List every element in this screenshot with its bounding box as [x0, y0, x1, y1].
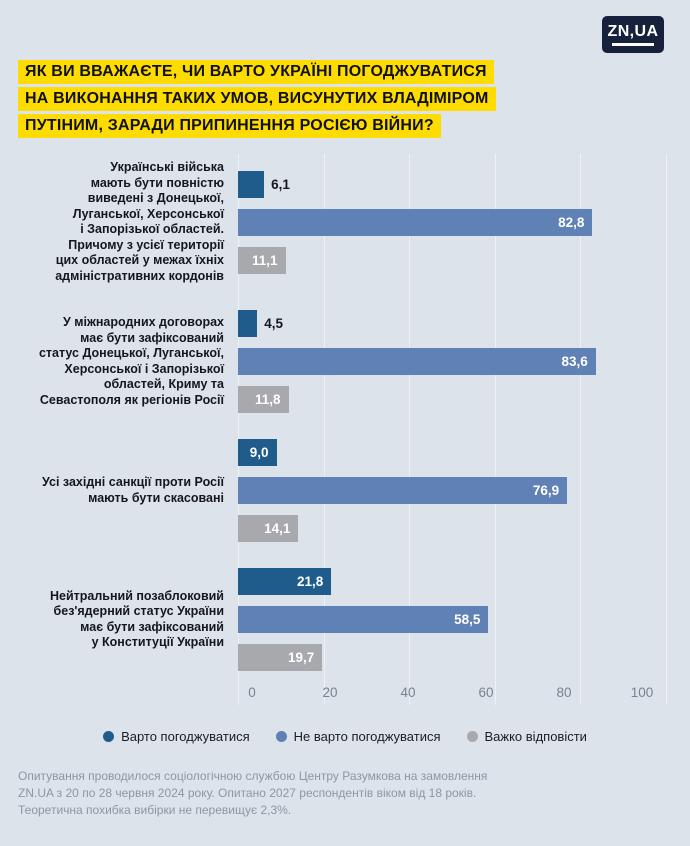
- legend-label: Важко відповісти: [484, 729, 587, 744]
- chart-groups: Українські війська мають бути повністю в…: [14, 160, 666, 671]
- chart-title-line: НА ВИКОНАННЯ ТАКИХ УМОВ, ВИСУНУТИХ ВЛАДІ…: [18, 87, 496, 111]
- chart-group: Усі західні санкції проти Росії мають бу…: [14, 439, 666, 542]
- bar-row: 83,6: [238, 348, 666, 375]
- group-bars: 4,5 83,6 11,8: [238, 310, 666, 413]
- bar-row: 9,0: [238, 439, 666, 466]
- legend-label: Не варто погоджуватися: [293, 729, 441, 744]
- group-bars: 21,8 58,5 19,7: [238, 568, 666, 671]
- x-axis-tick: 0: [248, 685, 256, 700]
- bar: 76,9: [238, 477, 568, 504]
- bar-value-label: 83,6: [561, 354, 588, 369]
- category-label: Українські війська мають бути повністю в…: [55, 160, 224, 283]
- bar-value-label: 6,1: [271, 176, 290, 192]
- bar-value-label: 21,8: [297, 574, 324, 589]
- chart-gridlines: [238, 154, 667, 705]
- bar-row: 58,5: [238, 606, 666, 633]
- bar-row: 76,9: [238, 477, 666, 504]
- bar-row: 21,8: [238, 568, 666, 595]
- bar: 9,0: [238, 439, 277, 466]
- bar-chart: Українські війська мають бути повністю в…: [14, 154, 667, 705]
- bar-row: 11,1: [238, 246, 666, 274]
- chart-legend: Варто погоджуватися Не варто погоджуватис…: [0, 729, 690, 744]
- zn-ua-logo: ZN,UA: [602, 16, 664, 53]
- bar-row: 19,7: [238, 644, 666, 671]
- legend-dot: [275, 731, 287, 742]
- gridline: [666, 154, 667, 705]
- bar-value-label: 82,8: [558, 214, 585, 230]
- chart-group: У міжнародних договорах має бути зафіксо…: [14, 310, 666, 413]
- x-axis-tick: 60: [478, 685, 494, 700]
- x-axis-tick: 20: [322, 685, 338, 700]
- bar-row: 4,5: [238, 310, 666, 337]
- x-axis-tick: 100: [630, 685, 654, 700]
- gridline: [409, 154, 411, 705]
- bar-value-label: 11,8: [254, 392, 281, 407]
- bar: 11,1: [238, 246, 286, 274]
- x-axis-tick: 40: [400, 685, 416, 700]
- chart-title-line: ЯК ВИ ВВАЖАЄТЕ, ЧИ ВАРТО УКРАЇНІ ПОГОДЖУ…: [18, 60, 494, 84]
- chart-group: Нейтральний позаблоковий без'ядерний ста…: [14, 568, 666, 671]
- footer-note: Опитування проводилося соціологічною слу…: [18, 768, 670, 819]
- group-bars: 6,1 82,8 11,1: [238, 170, 666, 274]
- bar-value-label: 4,5: [264, 316, 284, 331]
- chart-group: Українські війська мають бути повністю в…: [14, 160, 666, 284]
- legend-item: Важко відповісти: [466, 729, 587, 744]
- bar-row: 82,8: [238, 208, 666, 236]
- footer-line: ZN.UA з 20 по 28 червня 2024 року. Опита…: [18, 786, 477, 800]
- bar-value-label: 58,5: [454, 612, 481, 627]
- bar: 83,6: [238, 348, 596, 375]
- gridline: [238, 154, 239, 705]
- bar-value-label: 9,0: [249, 445, 269, 460]
- chart-title: ЯК ВИ ВВАЖАЄТЕ, ЧИ ВАРТО УКРАЇНІ ПОГОДЖУ…: [18, 60, 600, 138]
- footer-line: Теоретична похибка вибірки не перевищує …: [18, 803, 292, 817]
- bar: 82,8: [238, 208, 593, 236]
- bar: 14,1: [238, 515, 299, 542]
- x-axis-tick: 80: [556, 685, 572, 700]
- zn-ua-logo-underline: [612, 42, 654, 46]
- bar-value-label: 76,9: [532, 483, 560, 498]
- bar: 19,7: [238, 644, 323, 671]
- bar-row: 14,1: [238, 515, 666, 542]
- chart-title-line: ПУТІНИМ, ЗАРАДИ ПРИПИНЕННЯ РОСІЄЮ ВІЙНИ?: [18, 114, 441, 138]
- bar-row: 11,8: [238, 386, 666, 413]
- gridline: [580, 154, 582, 705]
- bar: [238, 310, 258, 337]
- legend-item: Не варто погоджуватися: [275, 729, 441, 744]
- footer-line: Опитування проводилося соціологічною слу…: [18, 769, 488, 783]
- category-label: Усі західні санкції проти Росії мають бу…: [42, 475, 224, 505]
- bar: 58,5: [238, 606, 489, 633]
- bar-value-label: 14,1: [264, 521, 291, 536]
- legend-dot: [466, 731, 478, 742]
- bar: 11,8: [238, 386, 289, 413]
- legend-dot: [103, 731, 115, 742]
- bar-value-label: 19,7: [288, 650, 315, 665]
- x-axis: 0 20 40 60 80 100: [248, 685, 653, 703]
- bar: 21,8: [238, 568, 332, 595]
- bar: [238, 170, 265, 198]
- bar-value-label: 11,1: [251, 252, 278, 268]
- category-label: Нейтральний позаблоковий без'ядерний ста…: [49, 588, 224, 650]
- bar-row: 6,1: [238, 170, 666, 198]
- zn-ua-logo-text: ZN,UA: [607, 22, 659, 40]
- group-bars: 9,0 76,9 14,1: [238, 439, 666, 542]
- category-label: У міжнародних договорах має бути зафіксо…: [38, 315, 224, 407]
- gridline: [494, 154, 496, 705]
- legend-label: Варто погоджуватися: [121, 729, 250, 744]
- gridline: [323, 154, 325, 705]
- legend-item: Варто погоджуватися: [103, 729, 250, 744]
